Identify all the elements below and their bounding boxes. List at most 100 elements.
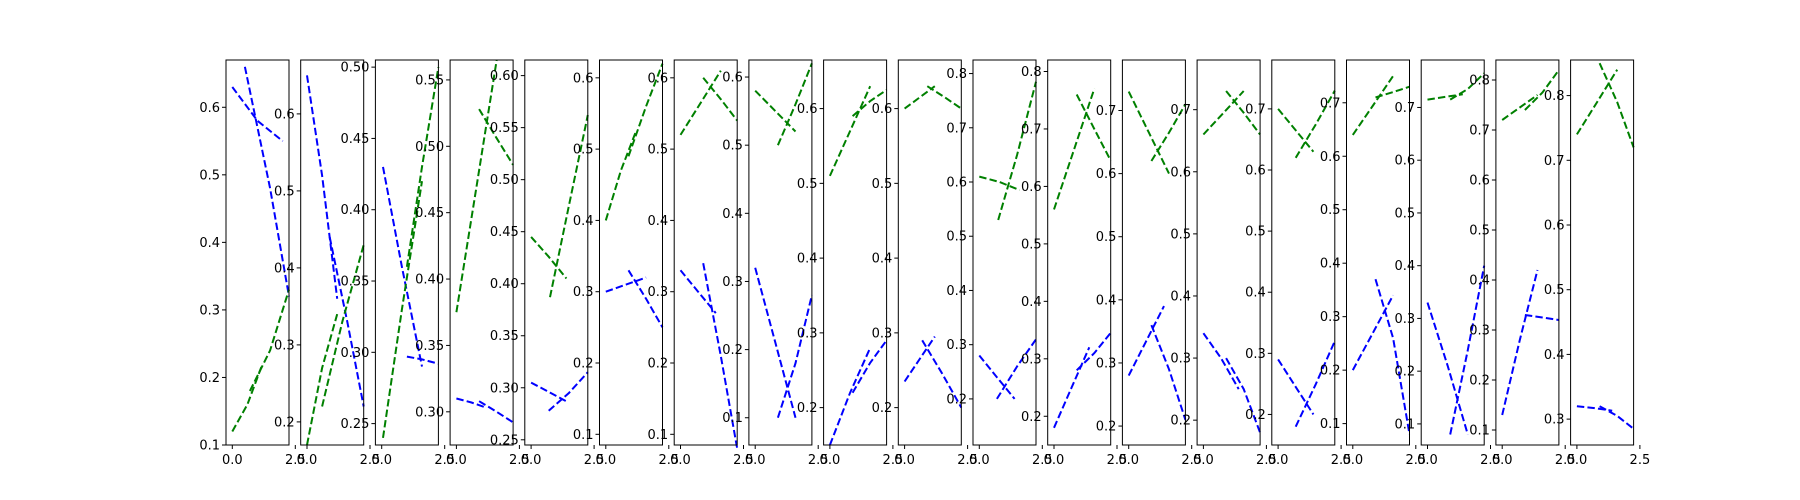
series-line-blue-2	[1374, 278, 1411, 435]
series-line-green-3	[1127, 91, 1170, 175]
y-tick-label: 0.50	[340, 61, 369, 76]
axes-frame	[1121, 59, 1186, 446]
y-tick-label: 0.1	[648, 428, 669, 443]
y-tick-label: 0.3	[1395, 312, 1416, 327]
y-tick-label: 0.4	[946, 284, 967, 299]
y-tick-label: 0.2	[573, 357, 594, 372]
series-line-green-4	[249, 289, 290, 392]
subplot-12: 0.20.30.40.50.60.70.80.0 2.5	[1021, 59, 1128, 468]
x-tick-label: 0.0	[222, 453, 243, 468]
subplot-4: 0.300.350.400.450.500.550.0 2.5	[415, 59, 530, 468]
subplot-13: 0.20.30.40.50.60.70.0 2.5	[1096, 59, 1202, 468]
series-line-green-3	[1053, 88, 1096, 210]
subplot-16: 0.10.20.30.40.50.60.70.0 2.5	[1320, 59, 1426, 468]
y-tick-label: 0.3	[946, 338, 967, 353]
subplot-17: 0.10.20.30.40.50.60.70.0 2.5	[1395, 59, 1501, 468]
y-tick-label: 0.3	[797, 326, 818, 341]
series-line-green-3	[530, 236, 568, 280]
y-tick-label: 0.2	[1170, 414, 1191, 429]
y-tick-label: 0.50	[415, 140, 444, 155]
series-line-green-4	[1150, 103, 1187, 162]
subplot-19: 0.30.40.50.60.70.80.0 2.5	[1544, 59, 1651, 468]
x-tick-label: 2.5	[584, 453, 605, 468]
series-line-green-3	[979, 175, 1020, 192]
y-tick-label: 0.6	[946, 176, 967, 191]
x-tick-label: 2.5	[1405, 453, 1426, 468]
x-tick-label: 2.5	[658, 453, 679, 468]
y-tick-label: 0.1	[1469, 424, 1490, 439]
y-tick-label: 0.35	[340, 275, 369, 290]
subplot-14: 0.20.30.40.50.60.70.0 2.5	[1170, 59, 1277, 468]
axes-frame	[225, 59, 290, 446]
y-tick-label: 0.4	[722, 207, 743, 222]
y-tick-label: 0.8	[1544, 89, 1565, 104]
y-tick-label: 0.3	[1170, 352, 1191, 367]
y-tick-label: 0.3	[722, 275, 743, 290]
series-line-green-3	[1351, 75, 1394, 136]
x-tick-label: 0.0	[1567, 453, 1588, 468]
y-tick-label: 0.35	[490, 329, 519, 344]
series-line-blue-2	[478, 400, 514, 424]
axes-frame	[1047, 59, 1112, 446]
x-tick-label: 0.0	[894, 453, 915, 468]
series-line-blue-1	[530, 381, 567, 403]
series-line-blue-2	[406, 355, 439, 365]
y-tick-label: 0.7	[1245, 102, 1266, 117]
y-tick-label: 0.6	[1469, 174, 1490, 189]
y-tick-label: 0.40	[490, 277, 519, 292]
subplot-1: 0.1 0.2 0.3 0.4 0.5 0.6 0.0 2.5	[199, 59, 306, 468]
x-tick-label: 2.5	[1256, 453, 1277, 468]
x-tick-label: 2.5	[1107, 453, 1128, 468]
series-line-green-4	[1075, 94, 1112, 162]
y-tick-label: 0.4	[274, 261, 295, 276]
y-tick-label: 0.2	[797, 401, 818, 416]
y-tick-label: 0.2	[1469, 374, 1490, 389]
axes-frame	[823, 59, 888, 446]
series-line-blue-2	[1599, 405, 1635, 430]
x-tick-label: 2.5	[957, 453, 978, 468]
series-line-blue-2	[921, 339, 963, 409]
y-tick-label: 0.1	[199, 439, 220, 454]
series-line-blue-1	[1501, 269, 1539, 416]
y-tick-label: 0.4	[872, 252, 893, 267]
y-tick-label: 0.4	[797, 252, 818, 267]
series-line-green-4	[478, 108, 514, 166]
y-tick-label: 0.3	[1096, 356, 1117, 371]
series-line-blue-2	[548, 371, 589, 412]
y-tick-label: 0.3	[573, 285, 594, 300]
y-tick-label: 0.4	[1021, 295, 1042, 310]
y-tick-label: 0.7	[1021, 122, 1042, 137]
x-tick-label: 0.0	[670, 453, 691, 468]
axes-frame	[1196, 59, 1261, 446]
x-tick-label: 2.5	[1480, 453, 1501, 468]
x-tick-label: 0.0	[1118, 453, 1139, 468]
series-line-green-4	[1524, 69, 1560, 111]
x-tick-label: 0.0	[1193, 453, 1214, 468]
series-line-blue-1	[456, 397, 487, 409]
y-tick-label: 0.45	[415, 206, 444, 221]
y-tick-label: 0.6	[722, 71, 743, 86]
y-tick-label: 0.2	[274, 415, 295, 430]
y-tick-label: 0.2	[199, 371, 220, 386]
y-tick-label: 0.4	[1395, 259, 1416, 274]
y-tick-label: 0.3	[274, 338, 295, 353]
y-tick-label: 0.5	[1170, 227, 1191, 242]
y-tick-label: 0.3	[1544, 413, 1565, 428]
x-tick-label: 2.5	[509, 453, 530, 468]
series-line-blue-1	[382, 166, 423, 367]
x-tick-label: 0.0	[1268, 453, 1289, 468]
y-tick-label: 0.3	[199, 303, 220, 318]
y-tick-label: 0.3	[1469, 324, 1490, 339]
y-tick-label: 0.1	[722, 411, 743, 426]
y-tick-label: 0.5	[274, 184, 295, 199]
axes-frame	[1271, 59, 1336, 446]
x-tick-label: 2.5	[1630, 453, 1651, 468]
y-tick-label: 0.6	[1395, 154, 1416, 169]
y-tick-label: 0.5	[1320, 203, 1341, 218]
series-line-blue-1	[306, 75, 339, 299]
y-tick-label: 0.5	[797, 177, 818, 192]
series-line-blue-2	[776, 294, 813, 419]
series-line-green-3	[679, 70, 722, 136]
series-line-green-3	[604, 130, 637, 221]
series-line-blue-2	[1150, 324, 1187, 421]
